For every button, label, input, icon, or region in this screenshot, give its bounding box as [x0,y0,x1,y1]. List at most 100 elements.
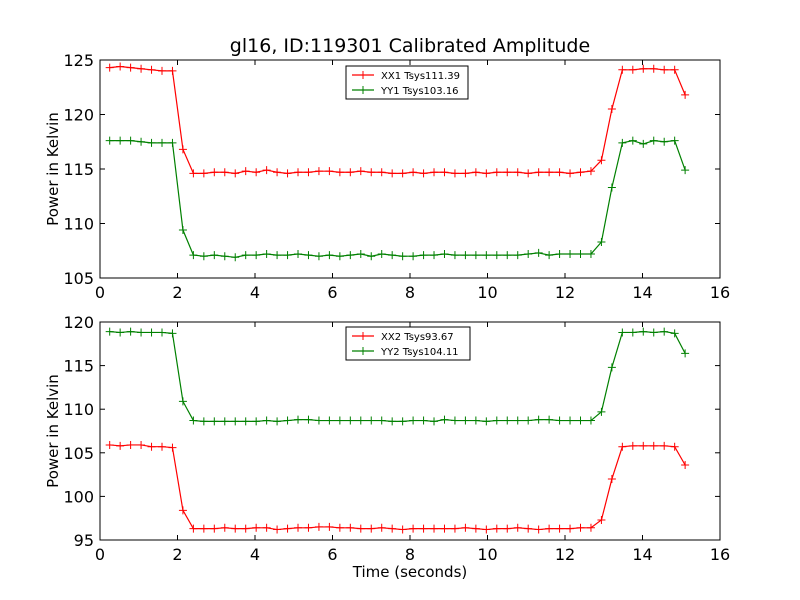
x-tick-label: 4 [250,283,260,302]
data-point [189,251,198,260]
data-point [325,167,334,176]
data-point [618,442,627,451]
data-point [524,524,533,533]
data-point [409,524,418,533]
data-point [513,416,522,425]
data-point [398,417,407,426]
data-point [294,168,303,177]
data-point [628,65,637,74]
data-point [126,440,135,449]
y-tick-label: 120 [63,313,94,332]
data-point [273,168,282,177]
data-point [440,250,449,259]
data-point [241,524,250,533]
series-1 [105,440,690,534]
data-point [178,397,187,406]
data-point [356,167,365,176]
x-tick-label: 0 [95,283,105,302]
data-point [430,417,439,426]
data-point [576,250,585,259]
x-tick-label: 10 [477,545,497,564]
data-point [649,136,658,145]
data-point [566,169,575,178]
data-point [147,65,156,74]
legend-entry: XX1 Tsys111.39 [381,71,460,82]
data-point [168,138,177,147]
data-point [586,416,595,425]
data-point [566,524,575,533]
data-point [367,168,376,177]
legend-box [345,326,471,361]
data-point [586,523,595,532]
data-point [450,524,459,533]
data-point [168,329,177,338]
data-point [105,327,114,336]
y-tick-label: 100 [63,487,94,506]
data-point [158,328,166,337]
legend-entry: XX2 Tsys93.67 [381,332,454,343]
data-point [670,442,679,451]
data-point [335,168,344,177]
data-point [398,169,407,178]
data-point [534,415,543,424]
data-point [440,415,449,424]
data-point [649,328,658,337]
data-point [419,524,428,533]
data-point [607,183,616,192]
data-point [283,416,292,425]
data-point [304,251,313,260]
data-point [126,63,135,72]
data-point [346,523,355,532]
data-point [566,250,575,259]
data-point [367,252,376,261]
data-point [346,168,355,177]
x-tick-label: 12 [555,545,575,564]
data-point [241,417,250,426]
data-point [252,168,261,177]
y-axis-label: Power in Kelvin [44,112,62,226]
data-point [482,525,491,534]
data-point [649,441,658,450]
data-point [325,416,334,425]
data-point [231,524,240,533]
data-point [137,137,146,146]
data-point [597,156,606,165]
data-point [231,417,240,426]
data-point [105,440,114,449]
data-point [388,251,397,260]
data-point [492,168,501,177]
data-point [314,416,323,425]
data-point [503,168,512,177]
x-tick-label: 6 [327,283,337,302]
data-point [199,169,208,178]
data-point [398,252,407,261]
y-tick-label: 120 [63,106,94,125]
data-point [471,524,480,533]
data-point [545,524,554,533]
x-tick-label: 2 [172,545,182,564]
data-point [231,253,240,262]
data-point [220,168,229,177]
data-point [210,417,219,426]
series-2 [105,327,690,426]
data-point [147,328,156,337]
data-point [618,138,627,147]
data-point [105,63,114,72]
data-point [116,62,125,71]
data-point [189,169,198,178]
data-point [524,416,533,425]
data-point [199,252,208,261]
chart-title: gl16, ID:119301 Calibrated Amplitude [230,35,590,57]
data-point [304,415,313,424]
data-point [189,416,198,425]
data-point [545,415,554,424]
data-point [513,251,522,260]
data-point [241,251,250,260]
x-tick-label: 10 [477,283,497,302]
data-point [618,65,627,74]
data-point [252,523,261,532]
y-tick-label: 105 [63,269,94,288]
data-point [178,226,187,235]
legend-marker [359,332,367,340]
y-tick-label: 110 [63,400,94,419]
